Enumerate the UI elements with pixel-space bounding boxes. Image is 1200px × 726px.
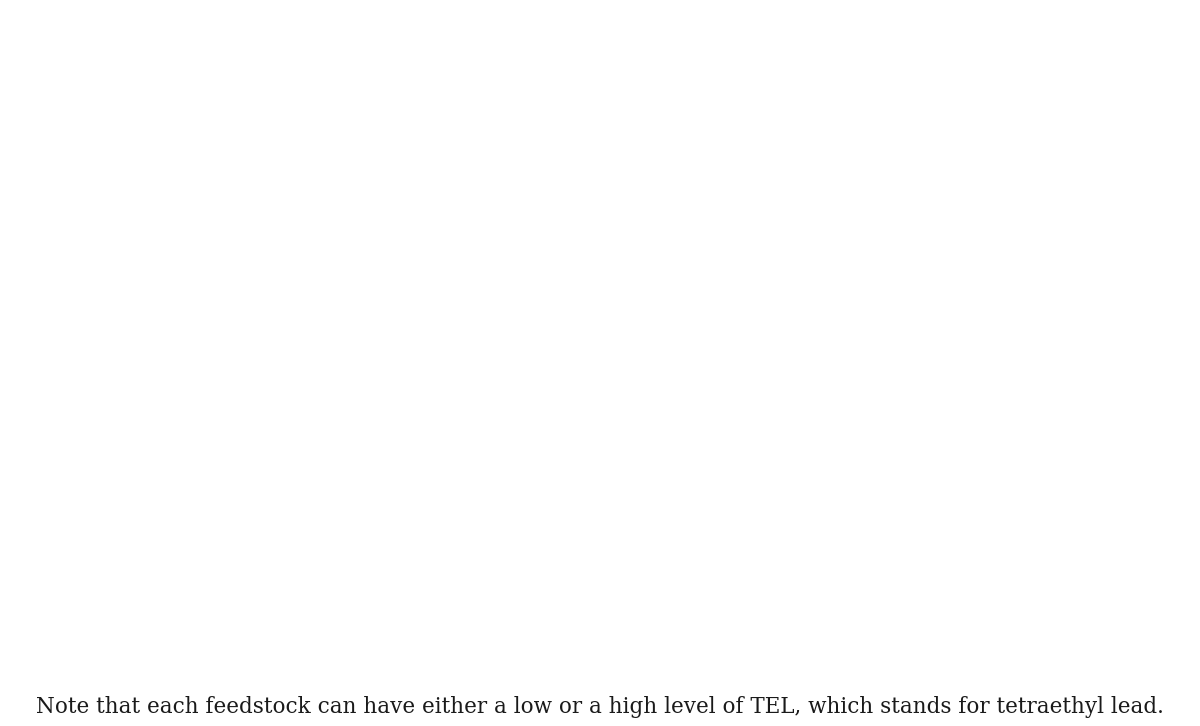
Text: Note that each feedstock can have either a low or a high level of TEL, which sta: Note that each feedstock can have either…	[36, 696, 1164, 718]
